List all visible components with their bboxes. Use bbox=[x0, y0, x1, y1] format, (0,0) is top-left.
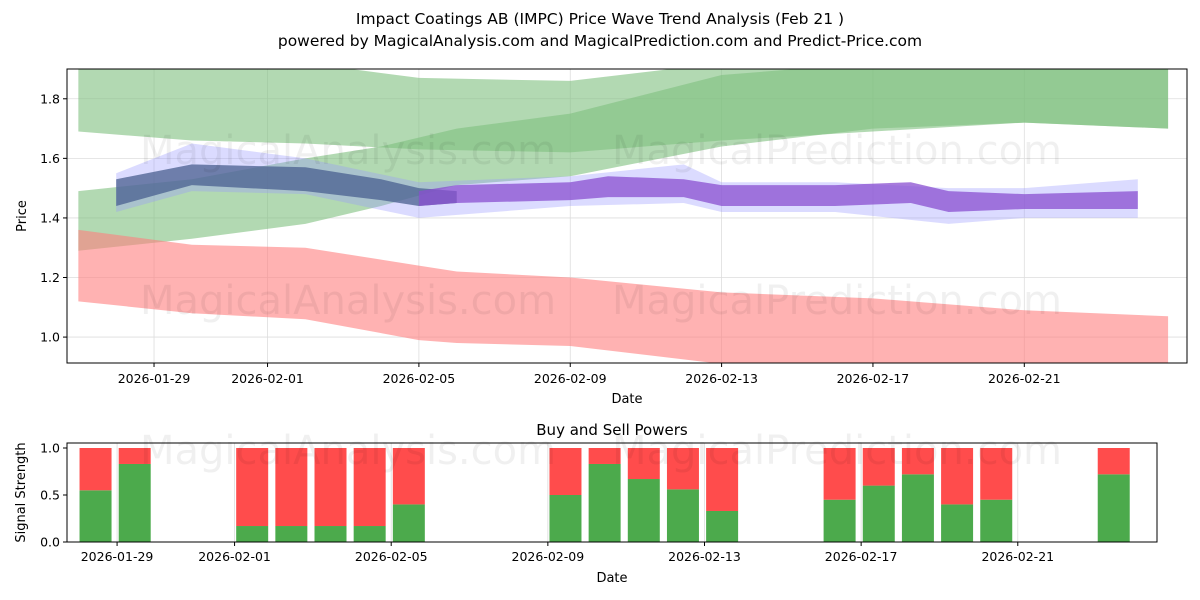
watermark: MagicalPrediction.com bbox=[612, 278, 1062, 324]
x-axis-label: Date bbox=[611, 392, 642, 407]
sell-bar bbox=[941, 448, 974, 505]
buy-bar bbox=[941, 504, 974, 542]
y-tick-label: 1.0 bbox=[40, 330, 60, 345]
band-red-band bbox=[78, 229, 1169, 363]
x-axis-label: Date bbox=[596, 571, 627, 586]
chart-titles: Impact Coatings AB (IMPC) Price Wave Tre… bbox=[0, 8, 1200, 52]
sell-bar bbox=[862, 448, 895, 486]
sell-bar bbox=[627, 448, 660, 480]
y-tick-label: 1.2 bbox=[40, 270, 60, 285]
x-tick-label: 2026-01-29 bbox=[81, 549, 154, 564]
band-slate-early bbox=[116, 164, 457, 207]
x-tick-label: 2026-02-21 bbox=[981, 549, 1054, 564]
sell-bar bbox=[353, 448, 386, 527]
sell-bar bbox=[706, 448, 739, 511]
price-bands: MagicalAnalysis.com MagicalPrediction.com… bbox=[78, 69, 1169, 363]
watermark: MagicalAnalysis.com bbox=[140, 278, 556, 324]
buy-bar bbox=[627, 479, 660, 542]
sell-bar bbox=[1097, 448, 1130, 475]
watermark: MagicalPrediction.com bbox=[612, 128, 1062, 174]
sell-bar bbox=[314, 448, 347, 527]
sell-bar bbox=[823, 448, 856, 500]
x-tick-label: 2026-02-13 bbox=[685, 371, 758, 386]
bottom-chart-title: Buy and Sell Powers bbox=[536, 421, 688, 439]
sell-bar bbox=[901, 448, 934, 475]
sell-bar bbox=[549, 448, 582, 495]
x-tick-label: 2026-01-29 bbox=[118, 371, 191, 386]
band-purple-main bbox=[418, 176, 1138, 212]
watermark: MagicalPrediction.com bbox=[612, 428, 1062, 474]
x-tick-label: 2026-02-05 bbox=[383, 371, 456, 386]
buy-bar bbox=[392, 504, 425, 542]
buy-bar bbox=[79, 490, 112, 542]
chart-subtitle: powered by MagicalAnalysis.com and Magic… bbox=[277, 32, 923, 50]
buy-bar bbox=[706, 510, 739, 542]
buy-bar bbox=[314, 526, 347, 542]
sell-bar bbox=[588, 448, 621, 464]
buy-bar bbox=[666, 489, 699, 542]
buy-bar bbox=[588, 463, 621, 542]
x-tick-label: 2026-02-13 bbox=[668, 549, 741, 564]
x-tick-label: 2026-02-01 bbox=[231, 371, 304, 386]
x-tick-label: 2026-02-09 bbox=[534, 371, 607, 386]
chart-title: Impact Coatings AB (IMPC) Price Wave Tre… bbox=[355, 10, 845, 28]
x-tick-label: 2026-02-05 bbox=[355, 549, 428, 564]
sell-bar bbox=[666, 448, 699, 490]
watermark: MagicalAnalysis.com bbox=[140, 428, 556, 474]
y-tick-label: 1.6 bbox=[40, 151, 60, 166]
sell-bar bbox=[118, 448, 151, 464]
buy-bar bbox=[862, 485, 895, 542]
x-tick-label: 2026-02-21 bbox=[988, 371, 1061, 386]
buy-bar bbox=[823, 499, 856, 542]
y-axis-label: Signal Strength bbox=[14, 442, 29, 542]
buy-bar bbox=[353, 526, 386, 542]
x-tick-label: 2026-02-09 bbox=[512, 549, 585, 564]
buy-bar bbox=[236, 526, 269, 542]
bottom-axes-frame bbox=[66, 442, 1158, 543]
sell-bar bbox=[79, 448, 112, 491]
band-lower-light-green bbox=[78, 69, 1169, 251]
y-tick-label: 0.5 bbox=[40, 488, 60, 503]
watermark: MagicalAnalysis.com bbox=[140, 128, 556, 174]
buy-bar bbox=[549, 495, 582, 542]
buy-bar bbox=[901, 474, 934, 542]
x-tick-label: 2026-02-17 bbox=[837, 371, 910, 386]
top-axes-frame bbox=[66, 68, 1188, 364]
sell-bar bbox=[275, 448, 308, 527]
sell-bar bbox=[236, 448, 269, 527]
y-tick-label: 1.0 bbox=[40, 441, 60, 456]
buy-bar bbox=[980, 499, 1013, 542]
y-tick-label: 1.8 bbox=[40, 91, 60, 106]
buy-bar bbox=[118, 463, 151, 542]
x-tick-label: 2026-02-01 bbox=[198, 549, 271, 564]
y-tick-label: 1.4 bbox=[40, 210, 60, 225]
buy-bar bbox=[275, 526, 308, 542]
buy-bar bbox=[1097, 474, 1130, 542]
y-tick-label: 0.0 bbox=[40, 535, 60, 550]
y-axis-label: Price bbox=[15, 200, 30, 232]
sell-bar bbox=[392, 448, 425, 505]
x-tick-label: 2026-02-17 bbox=[825, 549, 898, 564]
sell-bar bbox=[980, 448, 1013, 500]
